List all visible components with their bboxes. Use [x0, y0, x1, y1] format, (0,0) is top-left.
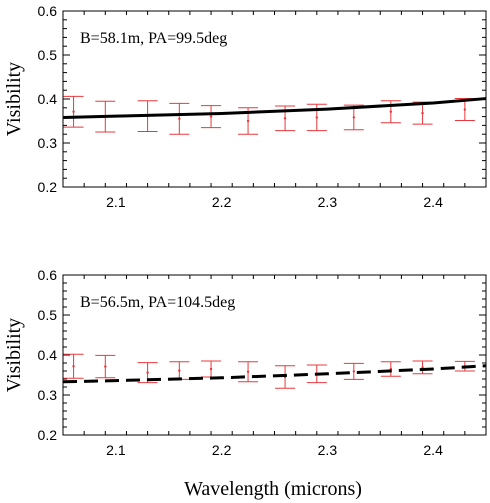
y-tick-label: 0.5 — [38, 307, 58, 323]
error-bar — [95, 354, 116, 379]
error-bar — [169, 102, 190, 135]
data-point — [389, 110, 393, 113]
y-tick-label: 0.5 — [38, 47, 58, 63]
data-point — [209, 367, 213, 371]
x-tick-label: 2.2 — [212, 442, 232, 458]
data-point — [178, 369, 181, 372]
y-tick-label: 0.4 — [38, 347, 58, 363]
x-axis-title: Wavelength (microns) — [184, 478, 362, 500]
x-tick-label: 2.1 — [106, 194, 126, 210]
y-tick-label: 0.2 — [38, 427, 58, 443]
data-point — [72, 365, 75, 368]
error-bar — [169, 361, 190, 380]
data-point — [72, 110, 75, 113]
data-point — [178, 117, 181, 121]
baseline-annotation: B=58.1m, PA=99.5deg — [80, 30, 227, 47]
data-point — [246, 119, 250, 123]
x-tick-label: 2.2 — [212, 194, 232, 210]
error-bar — [380, 361, 401, 377]
error-bar — [343, 104, 364, 131]
x-tick-label: 2.4 — [423, 442, 443, 458]
y-tick-label: 0.6 — [38, 267, 58, 283]
data-point — [421, 111, 424, 115]
x-tick-label: 2.4 — [423, 194, 443, 210]
y-tick-label: 0.3 — [38, 387, 58, 403]
model-curve — [62, 97, 487, 119]
x-tick-label: 2.3 — [318, 442, 338, 458]
error-bar — [201, 105, 222, 129]
y-tick-label: 0.2 — [38, 179, 58, 195]
y-tick-label: 0.3 — [38, 135, 58, 151]
error-bar — [412, 360, 433, 375]
error-bar — [454, 98, 475, 122]
x-tick-label: 2.1 — [106, 442, 126, 458]
error-bar — [63, 95, 84, 128]
data-point — [352, 370, 356, 373]
error-bar — [63, 353, 84, 379]
data-point — [104, 365, 107, 368]
data-point — [246, 370, 250, 373]
model-curve — [62, 364, 487, 384]
error-bar — [343, 362, 364, 380]
data-point — [463, 108, 467, 111]
data-point — [209, 115, 213, 118]
y-tick-label: 0.6 — [38, 3, 58, 19]
y-tick-label: 0.4 — [38, 91, 58, 107]
data-point — [352, 116, 356, 119]
top-panel: 2.1 2.2 2.3 2.4 0.2 0.3 0.4 0.5 0.6 Visibility B=5… — [3, 3, 487, 210]
baseline-annotation: B=56.5m, PA=104.5deg — [80, 294, 235, 311]
x-tick-label: 2.3 — [318, 194, 338, 210]
data-point — [283, 117, 287, 120]
data-point — [315, 116, 318, 119]
y-axis-title: Visibility — [3, 62, 25, 136]
y-axis-title: Visibility — [3, 318, 25, 392]
data-point — [146, 371, 149, 374]
error-bar — [201, 360, 222, 378]
error-bar — [238, 361, 259, 383]
bottom-panel: 2.1 2.2 2.3 2.4 0.2 0.3 0.4 0.5 0.6 Visibility B=5… — [3, 267, 487, 458]
